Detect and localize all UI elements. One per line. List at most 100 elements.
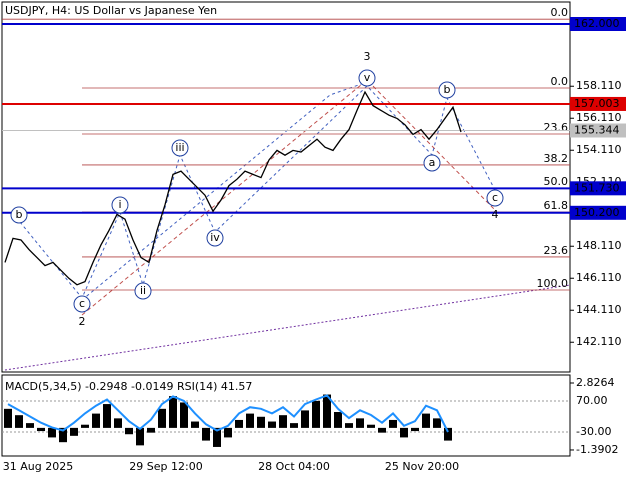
level-label: 162.000 — [574, 17, 620, 30]
level-label: 157.003 — [574, 97, 620, 110]
macd-bar — [4, 408, 12, 428]
macd-bar — [15, 415, 23, 428]
wave-label: a — [429, 156, 436, 169]
wave-label: v — [364, 71, 371, 84]
macd-bar — [301, 410, 309, 428]
macd-bar — [378, 427, 386, 433]
level-box — [570, 123, 626, 138]
macd-bar — [70, 427, 78, 436]
fibo-label: 100.0 — [537, 277, 569, 290]
wave-label: 2 — [79, 315, 86, 328]
macd-bar — [191, 421, 199, 428]
macd-bar — [235, 419, 243, 428]
macd-bar — [257, 416, 265, 428]
macd-bar — [26, 423, 34, 428]
wave-circle — [423, 154, 441, 172]
wave-label: iv — [210, 231, 220, 244]
wave-label: 3 — [364, 50, 371, 63]
x-tick-label: 28 Oct 04:00 — [258, 460, 330, 473]
macd-bar — [158, 408, 166, 428]
macd-bar — [422, 413, 430, 428]
macd-bar — [268, 421, 276, 428]
wave-label: b — [16, 208, 23, 221]
fibo-label: 61.8 — [544, 199, 569, 212]
fibo-label: 38.2 — [544, 152, 569, 165]
macd-bar — [103, 404, 111, 428]
macd-bar — [125, 427, 133, 435]
y-tick-label: 156.110 — [576, 111, 622, 124]
level-box — [570, 96, 626, 111]
chart-title: USDJPY, H4: US Dollar vs Japanese Yen — [5, 4, 217, 17]
macd-bar — [81, 424, 89, 428]
wave-label: iii — [175, 141, 184, 154]
macd-bar — [169, 396, 177, 428]
x-tick-label: 29 Sep 12:00 — [129, 460, 202, 473]
wave-circle — [486, 189, 504, 207]
macd-bar — [400, 427, 408, 438]
macd-bar — [345, 423, 353, 428]
y-tick-label: 142.110 — [576, 335, 622, 348]
y-tick-label: 2.8264 — [576, 376, 615, 389]
macd-bar — [433, 418, 441, 428]
wave-circle — [111, 196, 129, 214]
macd-bar — [180, 402, 188, 428]
wave-circle — [171, 139, 189, 157]
wave-label: 4 — [492, 208, 499, 221]
y-tick-label: 158.110 — [576, 79, 622, 92]
level-box — [570, 17, 626, 31]
wave-label: b — [444, 83, 451, 96]
fibo-label: 0.0 — [551, 6, 569, 19]
macd-bar — [114, 418, 122, 428]
macd-bar — [59, 427, 67, 443]
fibo-label: 23.6 — [544, 121, 569, 134]
macd-bar — [48, 427, 56, 438]
level-box — [570, 181, 626, 196]
macd-bar — [389, 419, 397, 428]
wave-circle — [206, 229, 224, 247]
macd-bar — [290, 423, 298, 428]
macd-bar — [312, 400, 320, 428]
y2-tick-label: -30.00 — [576, 425, 611, 438]
wave-label: c — [492, 191, 498, 204]
macd-bar — [444, 427, 452, 441]
macd-bar — [224, 427, 232, 438]
x-tick-label: 31 Aug 2025 — [3, 460, 73, 473]
macd-bar — [136, 427, 144, 446]
main-panel — [1, 1, 571, 373]
macd-bar — [37, 427, 45, 432]
fibo-label: 50.0 — [544, 175, 569, 188]
fibo-label: 23.6 — [544, 244, 569, 257]
macd-bar — [356, 418, 364, 428]
macd-bar — [202, 427, 210, 441]
level-label: 155.344 — [574, 123, 620, 136]
y-tick-label: 154.110 — [576, 143, 622, 156]
wave-circle — [358, 69, 376, 87]
wave-label: i — [118, 198, 121, 211]
rsi-line — [7, 394, 449, 433]
macd-bar — [213, 427, 221, 447]
y-tick-label: 144.110 — [576, 303, 622, 316]
wave-label: c — [79, 297, 85, 310]
level-label: 151.730 — [574, 181, 620, 194]
wave-circle — [134, 282, 152, 300]
macd-bar — [147, 427, 155, 433]
wave-line-red — [81, 79, 496, 316]
y-tick-label: -1.3902 — [576, 443, 618, 456]
wave-circle — [438, 81, 456, 99]
trend-line — [4, 284, 571, 371]
x-tick-label: 25 Nov 20:00 — [385, 460, 459, 473]
macd-bar — [367, 424, 375, 428]
level-box — [570, 205, 626, 220]
macd-bar — [92, 413, 100, 428]
macd-bar — [334, 412, 342, 428]
macd-bar — [246, 413, 254, 428]
price-line — [4, 90, 462, 286]
macd-bar — [279, 415, 287, 428]
macd-bar — [323, 394, 331, 428]
wave-circle — [10, 206, 28, 224]
indicator-title: MACD(5,34,5) -0.2948 -0.0149 RSI(14) 41.… — [5, 380, 252, 393]
level-label: 150.200 — [574, 206, 620, 219]
fibo-label: 0.0 — [551, 75, 569, 88]
macd-bar — [411, 427, 419, 432]
